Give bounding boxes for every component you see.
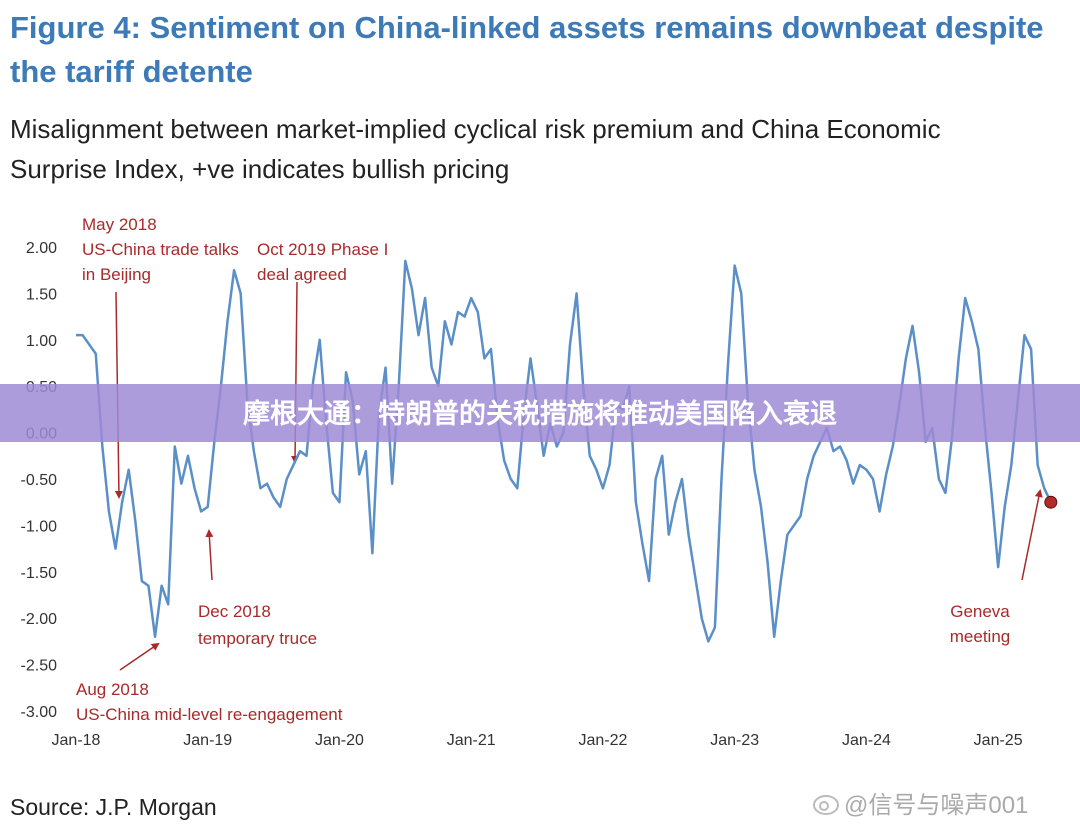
x-tick-label: Jan-25 — [974, 732, 1023, 749]
series-line — [76, 259, 1052, 643]
x-tick-label: Jan-18 — [52, 732, 101, 749]
annotation: Geneva — [950, 602, 1010, 621]
y-tick-label: -1.00 — [21, 518, 58, 535]
chart-subtitle: Misalignment between market-implied cycl… — [10, 114, 941, 144]
source: Source: J.P. Morgan — [10, 794, 217, 820]
annotation: meeting — [950, 627, 1010, 646]
banner-band — [0, 384, 1080, 442]
chart-title: Figure 4: Sentiment on China-linked asse… — [10, 10, 1044, 45]
chart-title: the tariff detente — [10, 54, 253, 89]
y-tick-label: 2.00 — [26, 240, 57, 257]
annotation: Dec 2018 — [198, 602, 271, 621]
y-tick-label: -3.00 — [21, 704, 58, 721]
y-tick-label: -2.00 — [21, 611, 58, 628]
banner-text: 摩根大通：特朗普的关税措施将推动美国陷入衰退 — [243, 398, 837, 429]
x-tick-label: Jan-20 — [315, 732, 364, 749]
arrow — [1021, 489, 1043, 581]
annotation: US-China trade talks — [82, 240, 239, 259]
annotation: May 2018 — [82, 215, 157, 234]
x-tick-label: Jan-24 — [842, 732, 891, 749]
arrow — [119, 642, 160, 671]
x-tick-label: Jan-23 — [710, 732, 759, 749]
annotation: US-China mid-level re-engagement — [76, 705, 343, 724]
annotation: in Beijing — [82, 265, 151, 284]
annotation: temporary truce — [198, 629, 317, 648]
annotation: Aug 2018 — [76, 680, 149, 699]
annotation: Oct 2019 Phase I — [257, 240, 388, 259]
x-tick-label: Jan-21 — [447, 732, 496, 749]
y-tick-label: -1.50 — [21, 565, 58, 582]
x-tick-label: Jan-22 — [578, 732, 627, 749]
chart-subtitle: Surprise Index, +ve indicates bullish pr… — [10, 154, 509, 184]
x-tick-label: Jan-19 — [183, 732, 232, 749]
y-tick-label: 1.00 — [26, 333, 57, 350]
watermark-icon — [813, 795, 839, 815]
y-tick-label: 1.50 — [26, 286, 57, 303]
end-marker — [1044, 495, 1058, 509]
annotation: deal agreed — [257, 265, 347, 284]
watermark: @信号与噪声001 — [844, 792, 1028, 819]
y-tick-label: -0.50 — [21, 472, 58, 489]
y-tick-label: -2.50 — [21, 658, 58, 675]
arrow — [205, 529, 214, 581]
plot-area: 2.001.501.000.500.00-0.50-1.00-1.50-2.00… — [21, 215, 1058, 749]
